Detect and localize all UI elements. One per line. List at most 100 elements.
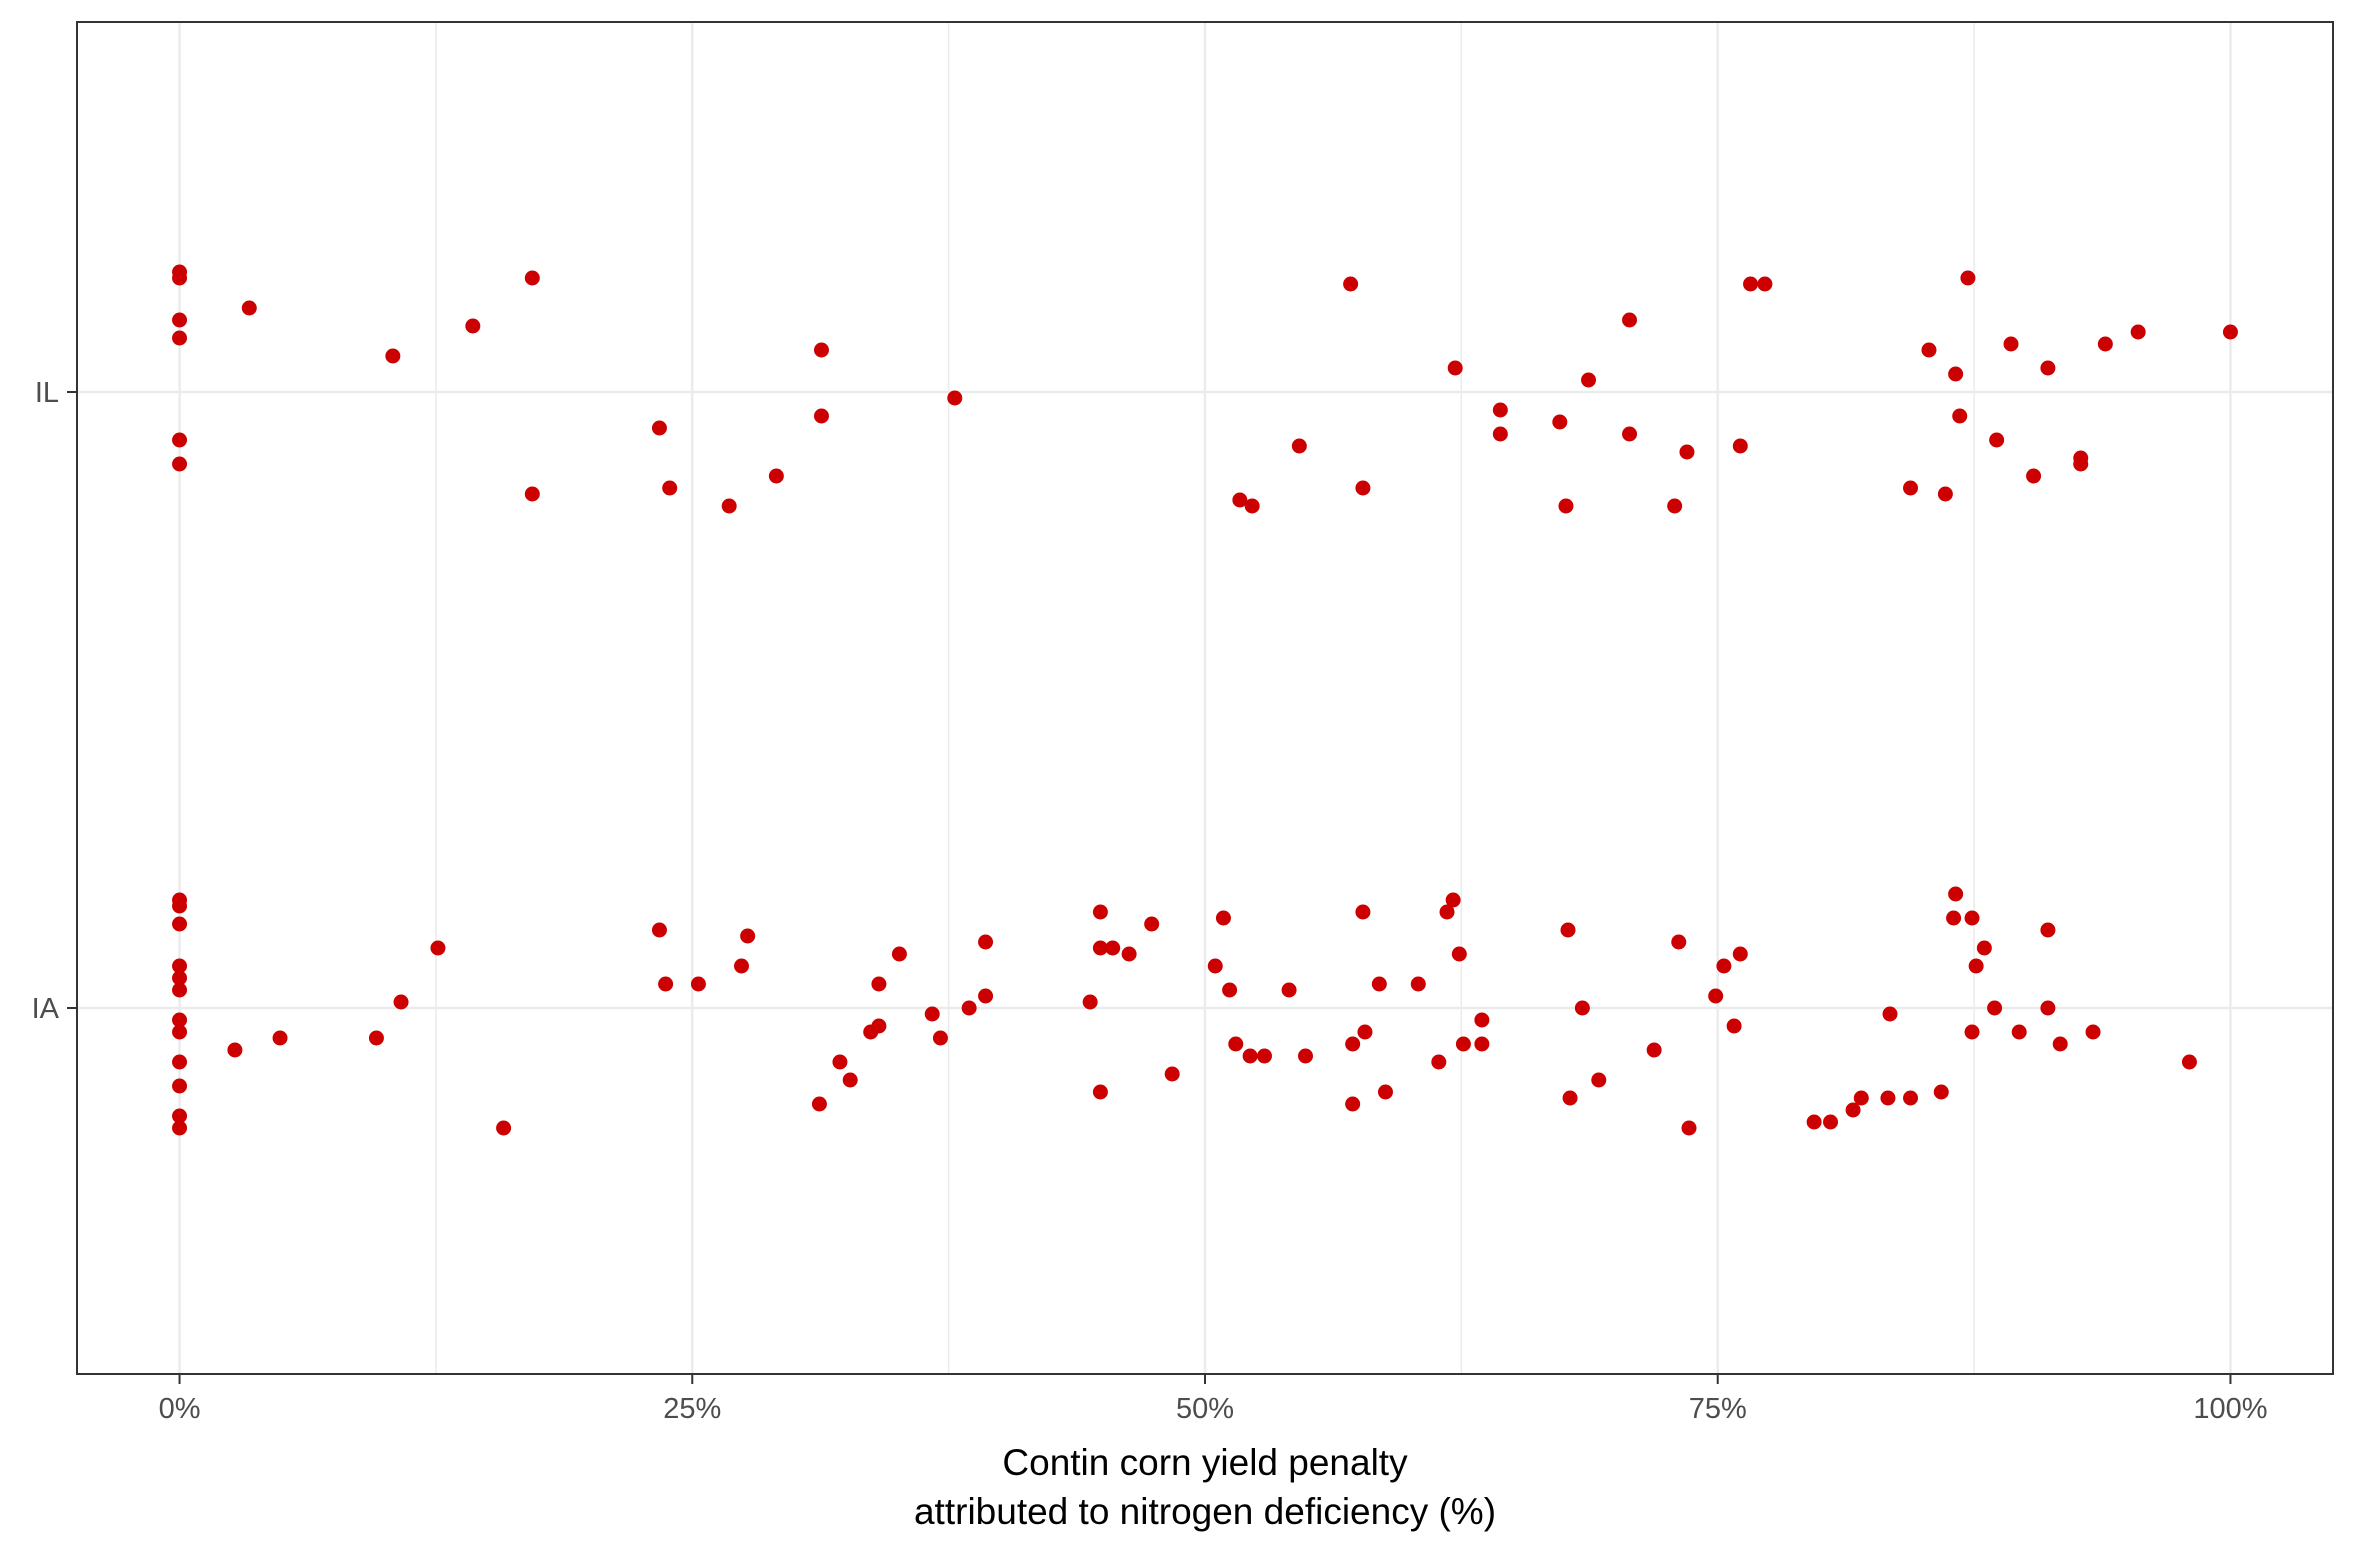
data-point-ia [1345,1036,1361,1052]
data-point-ia [1474,1036,1490,1052]
data-point-ia [1439,904,1455,920]
data-point-ia [1845,1102,1861,1118]
data-point-il [1679,444,1695,460]
data-point-ia [1882,1006,1898,1022]
data-point-il [172,330,188,346]
data-point-ia [1451,946,1467,962]
data-point-il [662,480,678,496]
data-point-ia [1964,910,1980,926]
data-point-ia [871,1018,887,1034]
data-point-ia [496,1120,512,1136]
data-point-ia [1164,1066,1180,1082]
x-tick-label: 75% [1689,1393,1747,1425]
data-point-ia [891,946,907,962]
data-point-ia [393,994,409,1010]
data-point-il [172,456,188,472]
data-points [172,264,2238,1136]
data-point-il [1960,270,1976,286]
data-point-ia [2181,1054,2197,1070]
data-point-ia [1215,910,1231,926]
data-point-ia [978,988,994,1004]
data-point-il [1989,432,2005,448]
data-point-ia [924,1006,940,1022]
data-point-il [1355,480,1371,496]
data-point-ia [1431,1054,1447,1070]
data-point-ia [172,1024,188,1040]
data-point-il [768,468,784,484]
data-point-il [1558,498,1574,514]
data-point-ia [1726,1018,1742,1034]
data-point-ia [2085,1024,2101,1040]
data-point-il [524,270,540,286]
data-point-ia [690,976,706,992]
data-point-ia [172,970,188,986]
data-point-ia [1964,1024,1980,1040]
data-point-il [813,408,829,424]
data-point-ia [1708,988,1724,1004]
data-point-ia [1092,904,1108,920]
data-point-ia [172,958,188,974]
data-point-ia [1357,1024,1373,1040]
data-point-il [172,312,188,328]
data-point-ia [1948,886,1964,902]
data-point-ia [1082,994,1098,1010]
data-point-ia [172,1078,188,1094]
data-point-ia [1092,1084,1108,1100]
data-point-ia [1228,1036,1244,1052]
data-point-il [1447,360,1463,376]
data-point-ia [1242,1048,1258,1064]
data-point-il [1952,408,1968,424]
data-point-ia [740,928,756,944]
data-point-ia [1732,946,1748,962]
data-point-ia [978,934,994,950]
data-point-ia [1105,940,1121,956]
data-point-ia [1345,1096,1361,1112]
data-point-il [1492,426,1508,442]
data-point-il [1757,276,1773,292]
data-point-il [2073,456,2089,472]
data-point-ia [658,976,674,992]
x-axis-title-line-2: attributed to nitrogen deficiency (%) [914,1491,1496,1532]
data-point-il [813,342,829,358]
data-point-ia [651,922,667,938]
data-point-ia [1355,904,1371,920]
data-point-ia [172,1054,188,1070]
data-point-ia [2011,1024,2027,1040]
x-tick-label: 25% [663,1393,721,1425]
data-point-il [1622,426,1638,442]
data-point-ia [1410,976,1426,992]
data-point-ia [1591,1072,1607,1088]
x-tick-label: 100% [2193,1393,2267,1425]
data-point-ia [368,1030,384,1046]
data-point-il [1622,312,1638,328]
data-point-ia [811,1096,827,1112]
data-point-ia [733,958,749,974]
data-point-ia [1646,1042,1662,1058]
data-point-ia [932,1030,948,1046]
data-point-ia [1562,1090,1578,1106]
data-point-il [2222,324,2238,340]
data-point-ia [1560,922,1576,938]
data-point-ia [1903,1090,1919,1106]
y-tick-label: IA [32,993,60,1025]
data-point-il [2130,324,2146,340]
axes: 0% 25% 50% 75% 100% IL IA [32,377,2268,1425]
data-point-il [947,390,963,406]
data-point-ia [1853,1090,1869,1106]
data-point-ia [172,1120,188,1136]
data-point-ia [1281,982,1297,998]
x-axis-title-line-1: Contin corn yield penalty [1002,1442,1408,1483]
data-point-il [2026,468,2042,484]
x-tick-label: 0% [159,1393,201,1425]
data-point-ia [1968,958,1984,974]
data-point-il [1291,438,1307,454]
data-point-ia [1455,1036,1471,1052]
data-point-ia [1946,910,1962,926]
data-point-ia [1377,1084,1393,1100]
data-point-il [1921,342,1937,358]
data-point-il [172,270,188,286]
data-point-ia [1121,946,1137,962]
data-point-il [2097,336,2113,352]
data-point-ia [1880,1090,1896,1106]
